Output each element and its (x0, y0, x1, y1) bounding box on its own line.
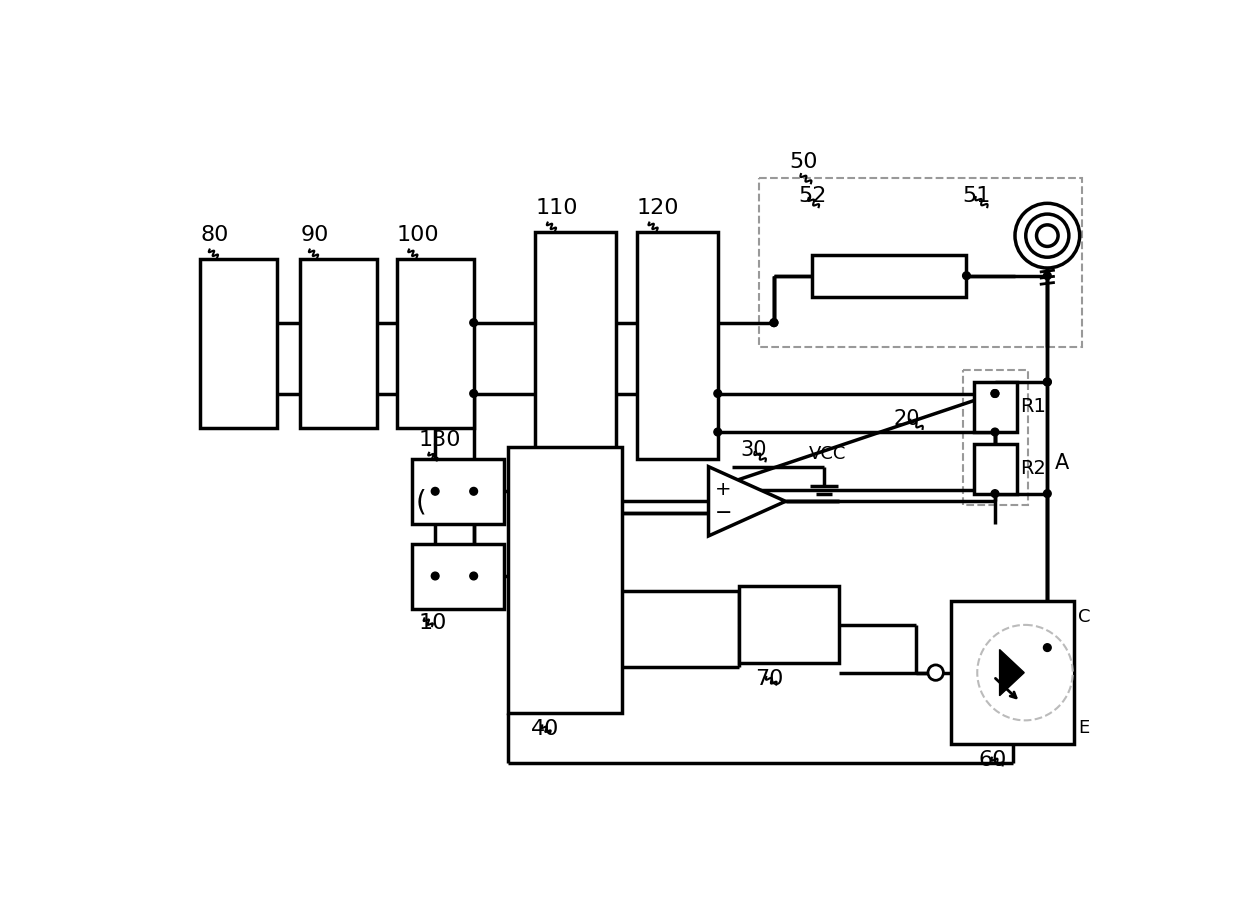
Text: 90: 90 (300, 224, 328, 245)
Polygon shape (1000, 650, 1025, 696)
Circle shape (928, 665, 943, 681)
Text: R1: R1 (1021, 397, 1046, 416)
Bar (740, 586, 840, 663)
Text: 80: 80 (201, 224, 229, 245)
Bar (813, 255, 966, 297)
Circle shape (771, 319, 778, 327)
Circle shape (1015, 204, 1079, 268)
Bar (201, 259, 278, 428)
Text: 30: 30 (741, 440, 767, 460)
Circle shape (991, 390, 999, 397)
Text: 120: 120 (637, 198, 679, 218)
Circle shape (470, 390, 477, 397)
Text: G: G (928, 663, 942, 681)
Circle shape (1037, 224, 1058, 246)
Text: 60: 60 (978, 750, 1006, 770)
Bar (300, 259, 378, 428)
Circle shape (963, 272, 970, 280)
Circle shape (991, 490, 999, 498)
Text: 51: 51 (963, 186, 991, 205)
Bar (413, 459, 504, 524)
Text: 20: 20 (893, 409, 919, 429)
Text: 100: 100 (396, 224, 440, 245)
Bar (758, 178, 1082, 348)
Circle shape (1043, 378, 1051, 386)
Text: R2: R2 (1021, 459, 1046, 478)
Bar (974, 443, 1016, 493)
Circle shape (991, 428, 999, 436)
Text: 110: 110 (535, 198, 577, 218)
Text: 52: 52 (799, 186, 826, 205)
Text: 40: 40 (532, 719, 560, 739)
Circle shape (431, 572, 439, 580)
Circle shape (1026, 214, 1069, 257)
Text: −: − (715, 503, 732, 523)
Text: 50: 50 (789, 152, 818, 172)
Circle shape (771, 319, 778, 327)
Text: +: + (715, 481, 731, 500)
Text: E: E (1078, 719, 1089, 738)
Bar (952, 602, 1074, 744)
Circle shape (714, 428, 721, 436)
Circle shape (470, 319, 477, 327)
Circle shape (1043, 643, 1051, 652)
Circle shape (470, 488, 477, 495)
Bar (963, 370, 1028, 505)
Text: (: ( (416, 489, 426, 517)
Circle shape (1043, 272, 1051, 280)
Bar (535, 232, 616, 459)
Bar (637, 232, 717, 459)
Circle shape (714, 390, 721, 397)
Circle shape (978, 624, 1073, 720)
Text: 70: 70 (755, 669, 783, 690)
Circle shape (1043, 378, 1051, 386)
Text: A: A (1056, 452, 1069, 472)
Bar (508, 447, 622, 713)
Circle shape (470, 572, 477, 580)
Circle shape (991, 390, 999, 397)
Circle shape (1043, 490, 1051, 498)
Bar (396, 259, 473, 428)
Circle shape (431, 488, 439, 495)
Polygon shape (709, 467, 786, 536)
Bar (413, 544, 504, 609)
Text: 130: 130 (419, 430, 461, 450)
Text: C: C (1078, 608, 1090, 625)
Text: 10: 10 (419, 613, 446, 633)
Text: VCC: VCC (809, 444, 846, 462)
Bar (974, 382, 1016, 432)
